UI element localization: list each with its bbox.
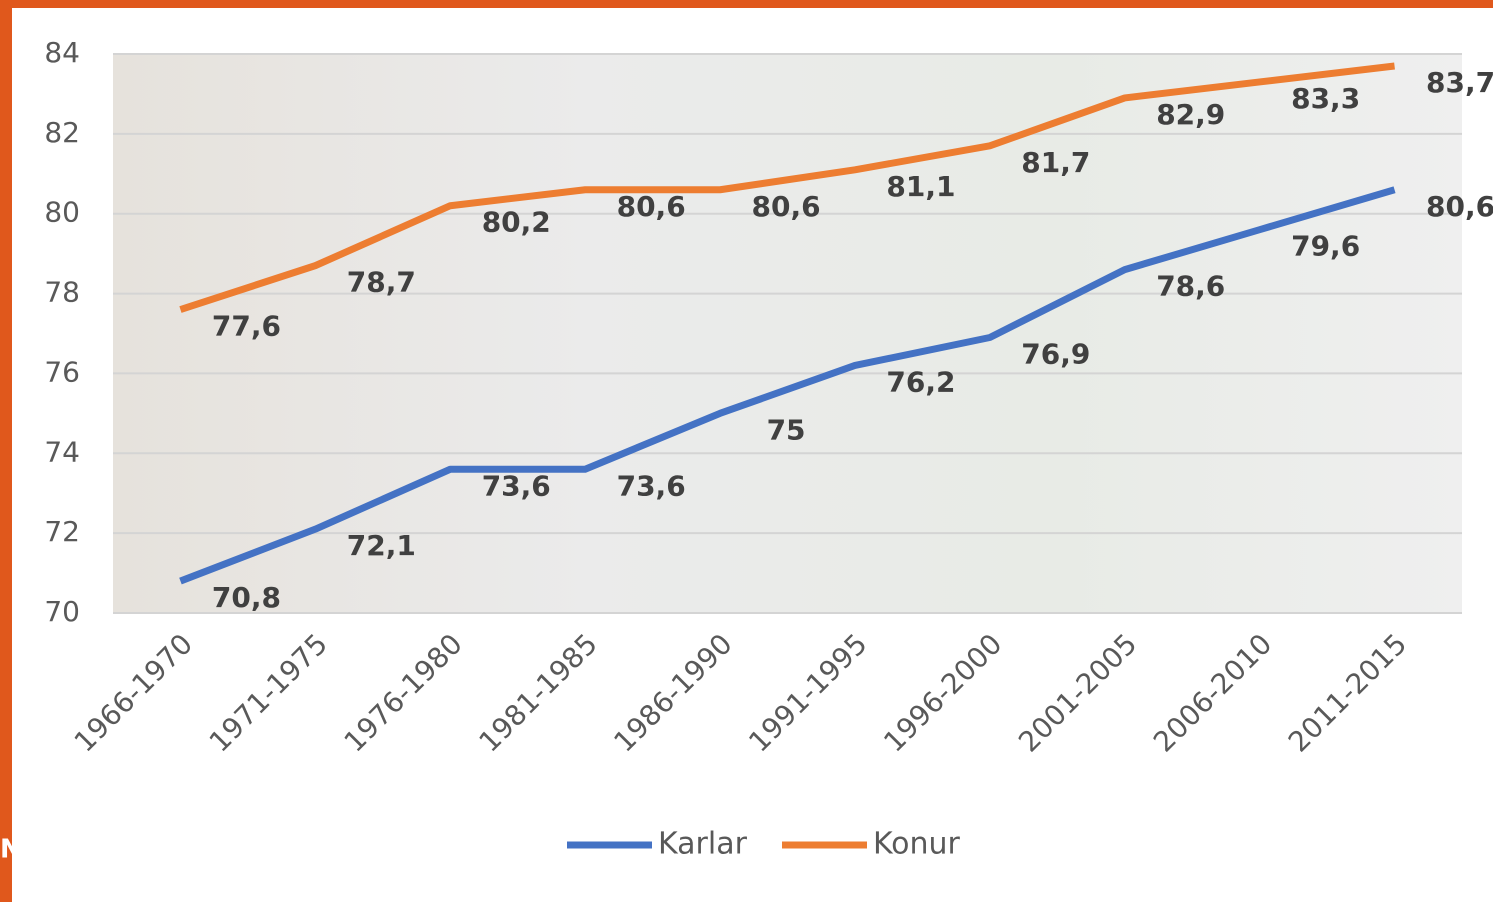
data-label: 77,6 bbox=[212, 310, 281, 343]
data-label: 70,8 bbox=[212, 581, 281, 614]
x-tick-label: 1986-1990 bbox=[607, 627, 738, 758]
data-label: 80,6 bbox=[617, 190, 686, 223]
y-tick-label: 82 bbox=[44, 116, 80, 149]
legend-label: Konur bbox=[873, 827, 961, 862]
data-label: 80,6 bbox=[752, 190, 821, 223]
data-label: 73,6 bbox=[617, 469, 686, 502]
frame-left bbox=[0, 0, 12, 902]
x-tick-label: 2001-2005 bbox=[1012, 627, 1143, 758]
data-label: 81,7 bbox=[1021, 146, 1090, 179]
data-label: 78,7 bbox=[347, 266, 416, 299]
x-tick-label: 1966-1970 bbox=[68, 627, 199, 758]
y-tick-label: 70 bbox=[44, 595, 80, 628]
data-label: 76,2 bbox=[886, 365, 955, 398]
x-tick-label: 1991-1995 bbox=[742, 627, 873, 758]
y-tick-label: 84 bbox=[44, 36, 80, 69]
data-label: 73,6 bbox=[482, 469, 551, 502]
chart: N 70 72 74 76 78 80 82 84 1966-19701971-19751976… bbox=[0, 0, 1493, 902]
data-label: 76,9 bbox=[1021, 337, 1090, 370]
data-label: 78,6 bbox=[1156, 270, 1225, 303]
data-label: 80,6 bbox=[1426, 190, 1493, 223]
x-tick-label: 1981-1985 bbox=[472, 627, 603, 758]
edge-text: N bbox=[0, 835, 22, 865]
y-tick-label: 74 bbox=[44, 435, 80, 468]
x-tick-label: 1976-1980 bbox=[338, 627, 469, 758]
data-label: 75 bbox=[767, 413, 806, 446]
x-tick-label: 2011-2015 bbox=[1282, 627, 1413, 758]
data-label: 72,1 bbox=[347, 529, 416, 562]
y-tick-label: 76 bbox=[44, 355, 80, 388]
y-tick-label: 78 bbox=[44, 276, 80, 309]
y-tick-label: 80 bbox=[44, 196, 80, 229]
y-tick-label: 72 bbox=[44, 515, 80, 548]
legend-label: Karlar bbox=[658, 827, 748, 862]
data-label: 83,3 bbox=[1291, 82, 1360, 115]
page: N 70 72 74 76 78 80 82 84 1966-19701971-19751976… bbox=[0, 0, 1493, 902]
data-label: 82,9 bbox=[1156, 98, 1225, 131]
frame-top bbox=[0, 0, 1493, 8]
x-tick-label: 2006-2010 bbox=[1147, 627, 1278, 758]
x-tick-label: 1971-1975 bbox=[203, 627, 334, 758]
data-label: 80,2 bbox=[482, 206, 551, 239]
data-label: 81,1 bbox=[886, 170, 955, 203]
x-tick-label: 1996-2000 bbox=[877, 627, 1008, 758]
data-label: 79,6 bbox=[1291, 230, 1360, 263]
data-label: 83,7 bbox=[1426, 66, 1493, 99]
